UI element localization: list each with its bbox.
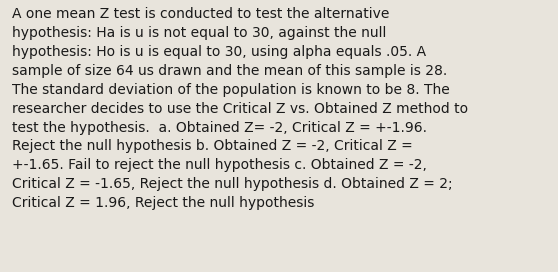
Text: A one mean Z test is conducted to test the alternative
hypothesis: Ha is u is no: A one mean Z test is conducted to test t… [12, 7, 468, 210]
